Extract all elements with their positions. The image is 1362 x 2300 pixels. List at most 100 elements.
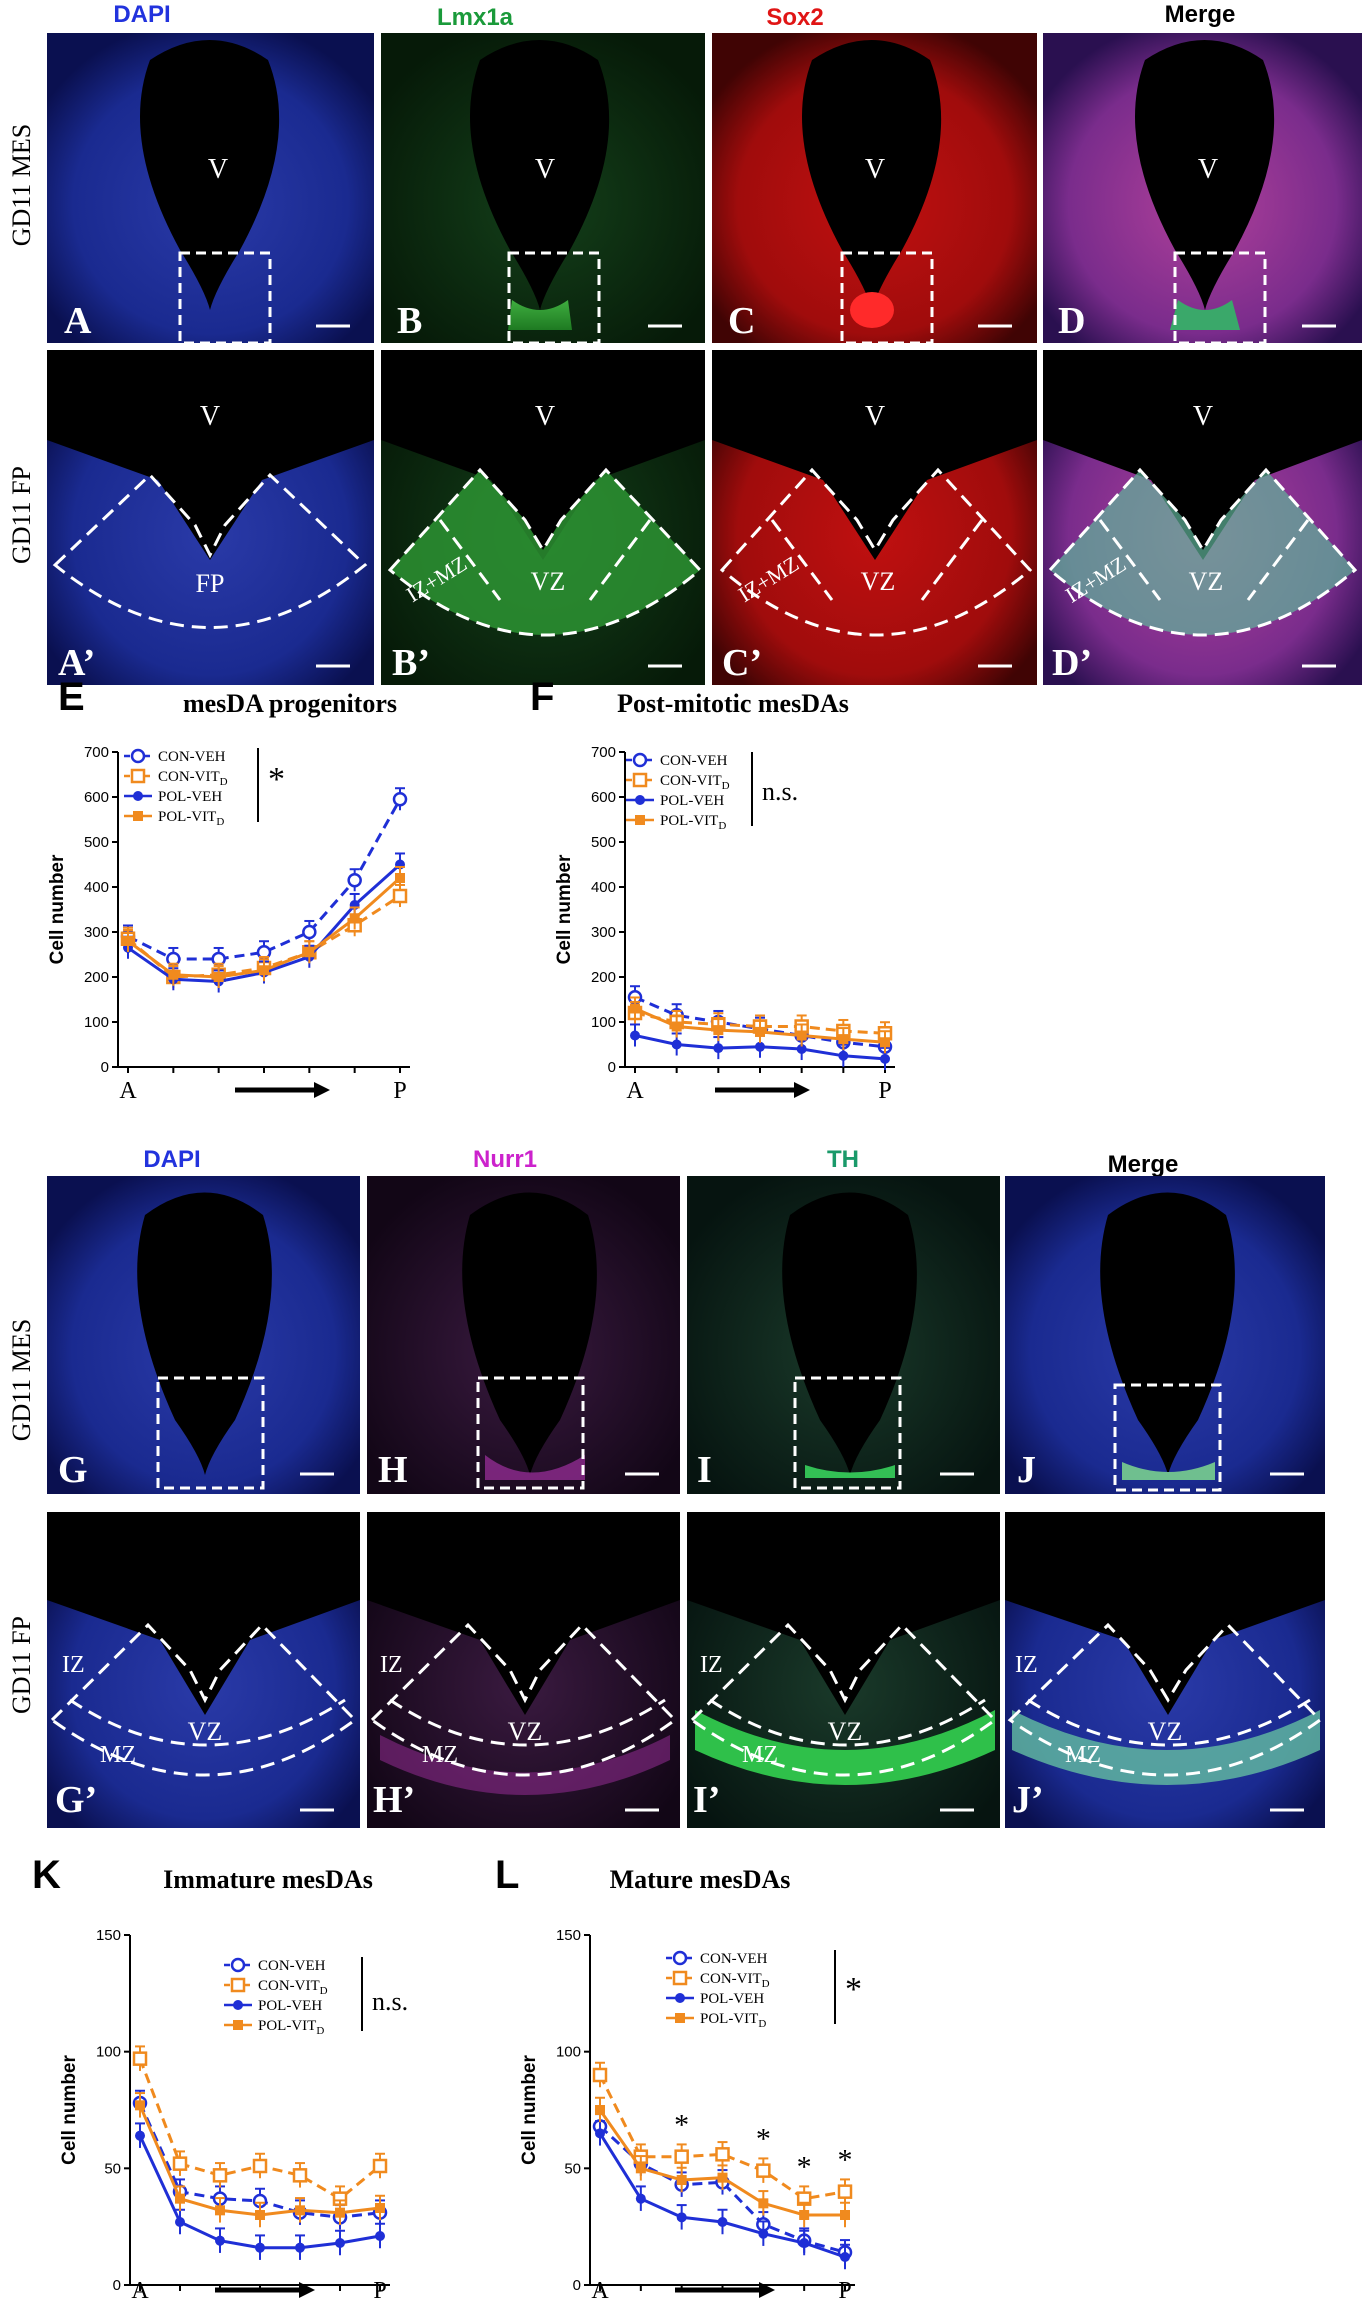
data-point	[230, 1977, 246, 1993]
data-point	[304, 947, 315, 958]
y-axis-label: Cell number	[47, 854, 68, 964]
panel-J-prime: IZ VZ MZ J’	[1005, 1512, 1325, 1828]
direction-arrow-head	[794, 1082, 810, 1098]
y-tick-label: 600	[84, 789, 109, 806]
data-point	[715, 2147, 730, 2162]
panel-letter: I’	[693, 1779, 720, 1821]
data-point	[675, 2013, 685, 2023]
y-tick-label: 0	[101, 1059, 109, 1076]
y-tick-label: 200	[591, 969, 616, 986]
data-point	[172, 2156, 188, 2171]
svg-text:IZ: IZ	[700, 1652, 723, 1678]
data-point	[838, 1034, 849, 1045]
y-tick-label: 0	[573, 2277, 581, 2294]
data-point	[215, 2205, 225, 2216]
data-point	[302, 924, 317, 940]
data-point	[292, 2168, 308, 2183]
panel-letter: I	[697, 1449, 712, 1491]
data-point	[130, 748, 146, 764]
svg-text:VZ: VZ	[531, 567, 566, 596]
col-title-dapi: DAPI	[113, 1, 170, 28]
data-point	[674, 2149, 689, 2164]
chart-F: F Post-mitotic mesDAs 0 100 200 300 400 500 600 7…	[530, 675, 895, 1104]
direction-arrow-head	[299, 2282, 315, 2298]
data-point	[233, 2000, 243, 2010]
legend-label: CON-VEH	[158, 749, 226, 765]
data-point	[672, 1970, 688, 1986]
chart-K: K Immature mesDAs 0 50 100 150 Cell number A P CO…	[32, 1853, 408, 2300]
panel-letter: D	[1058, 300, 1085, 342]
svg-text:V: V	[208, 154, 228, 185]
data-point	[175, 2193, 185, 2204]
legend-label: POL-VEH	[158, 789, 222, 805]
data-point	[259, 965, 269, 976]
data-point	[213, 972, 224, 982]
svg-text:VZ: VZ	[188, 1717, 223, 1746]
legend-label: CON-VITD	[660, 773, 730, 792]
data-point	[675, 1993, 685, 2003]
svg-text:IZ: IZ	[62, 1652, 85, 1678]
panel-letter: G’	[55, 1779, 97, 1821]
col-title-lmx1a: Lmx1a	[437, 4, 514, 31]
data-point	[756, 2163, 771, 2178]
panel-letter: J’	[1012, 1779, 1044, 1821]
data-point	[632, 772, 648, 788]
svg-text:VZ: VZ	[1189, 567, 1224, 596]
data-point	[755, 1026, 765, 1037]
row-label-mes: GD11 MES	[7, 124, 36, 247]
legend-label: POL-VITD	[158, 809, 224, 828]
legend-label: CON-VITD	[158, 769, 228, 788]
x-start-label: A	[131, 2278, 149, 2300]
y-tick-label: 700	[84, 744, 109, 761]
data-point	[672, 1950, 688, 1966]
svg-text:V: V	[535, 401, 555, 432]
row-label-fp-2: GD11 FP	[7, 1616, 36, 1714]
y-tick-label: 400	[591, 879, 616, 896]
data-point	[392, 792, 408, 807]
y-tick-label: 600	[591, 789, 616, 806]
data-point	[295, 2242, 305, 2253]
data-point	[212, 2168, 228, 2183]
col-title-merge: Merge	[1165, 1, 1236, 28]
data-point	[375, 2203, 385, 2213]
data-point	[799, 2238, 810, 2248]
data-point	[592, 2067, 608, 2083]
svg-text:MZ: MZ	[100, 1742, 136, 1768]
panel-letter: D’	[1052, 642, 1092, 684]
direction-arrow-head	[314, 1082, 330, 1098]
svg-text:V: V	[865, 154, 885, 185]
data-point	[255, 2210, 265, 2220]
y-tick-label: 300	[84, 924, 109, 941]
data-point	[595, 2105, 605, 2115]
svg-text:V: V	[1198, 154, 1218, 185]
y-tick-label: 300	[591, 924, 616, 941]
svg-text:V: V	[1193, 401, 1213, 432]
panel-G: G	[47, 1176, 360, 1494]
data-point	[838, 1050, 849, 1061]
svg-text:VZ: VZ	[828, 1717, 863, 1746]
y-tick-label: 0	[113, 2277, 121, 2294]
col-title-merge-2: Merge	[1108, 1151, 1179, 1178]
chart-title: Mature mesDAs	[610, 1865, 791, 1894]
data-point	[130, 768, 146, 784]
data-point	[758, 2198, 769, 2209]
point-star: *	[674, 2109, 689, 2142]
point-star: *	[797, 2151, 812, 2184]
y-axis-label: Cell number	[554, 854, 575, 964]
legend-label: CON-VITD	[700, 1971, 770, 1990]
data-point	[676, 2212, 687, 2223]
svg-text:IZ: IZ	[380, 1652, 403, 1678]
chart-panel-letter: F	[530, 675, 554, 719]
y-tick-label: 200	[84, 969, 109, 986]
svg-text:V: V	[865, 401, 885, 432]
point-star: *	[838, 2144, 853, 2177]
x-start-label: A	[119, 1078, 137, 1104]
significance-label: *	[268, 761, 285, 798]
y-tick-label: 500	[84, 834, 109, 851]
y-tick-label: 100	[591, 1014, 616, 1031]
svg-text:MZ: MZ	[422, 1742, 458, 1768]
data-point	[349, 913, 360, 924]
chart-title: Post-mitotic mesDAs	[617, 689, 849, 718]
